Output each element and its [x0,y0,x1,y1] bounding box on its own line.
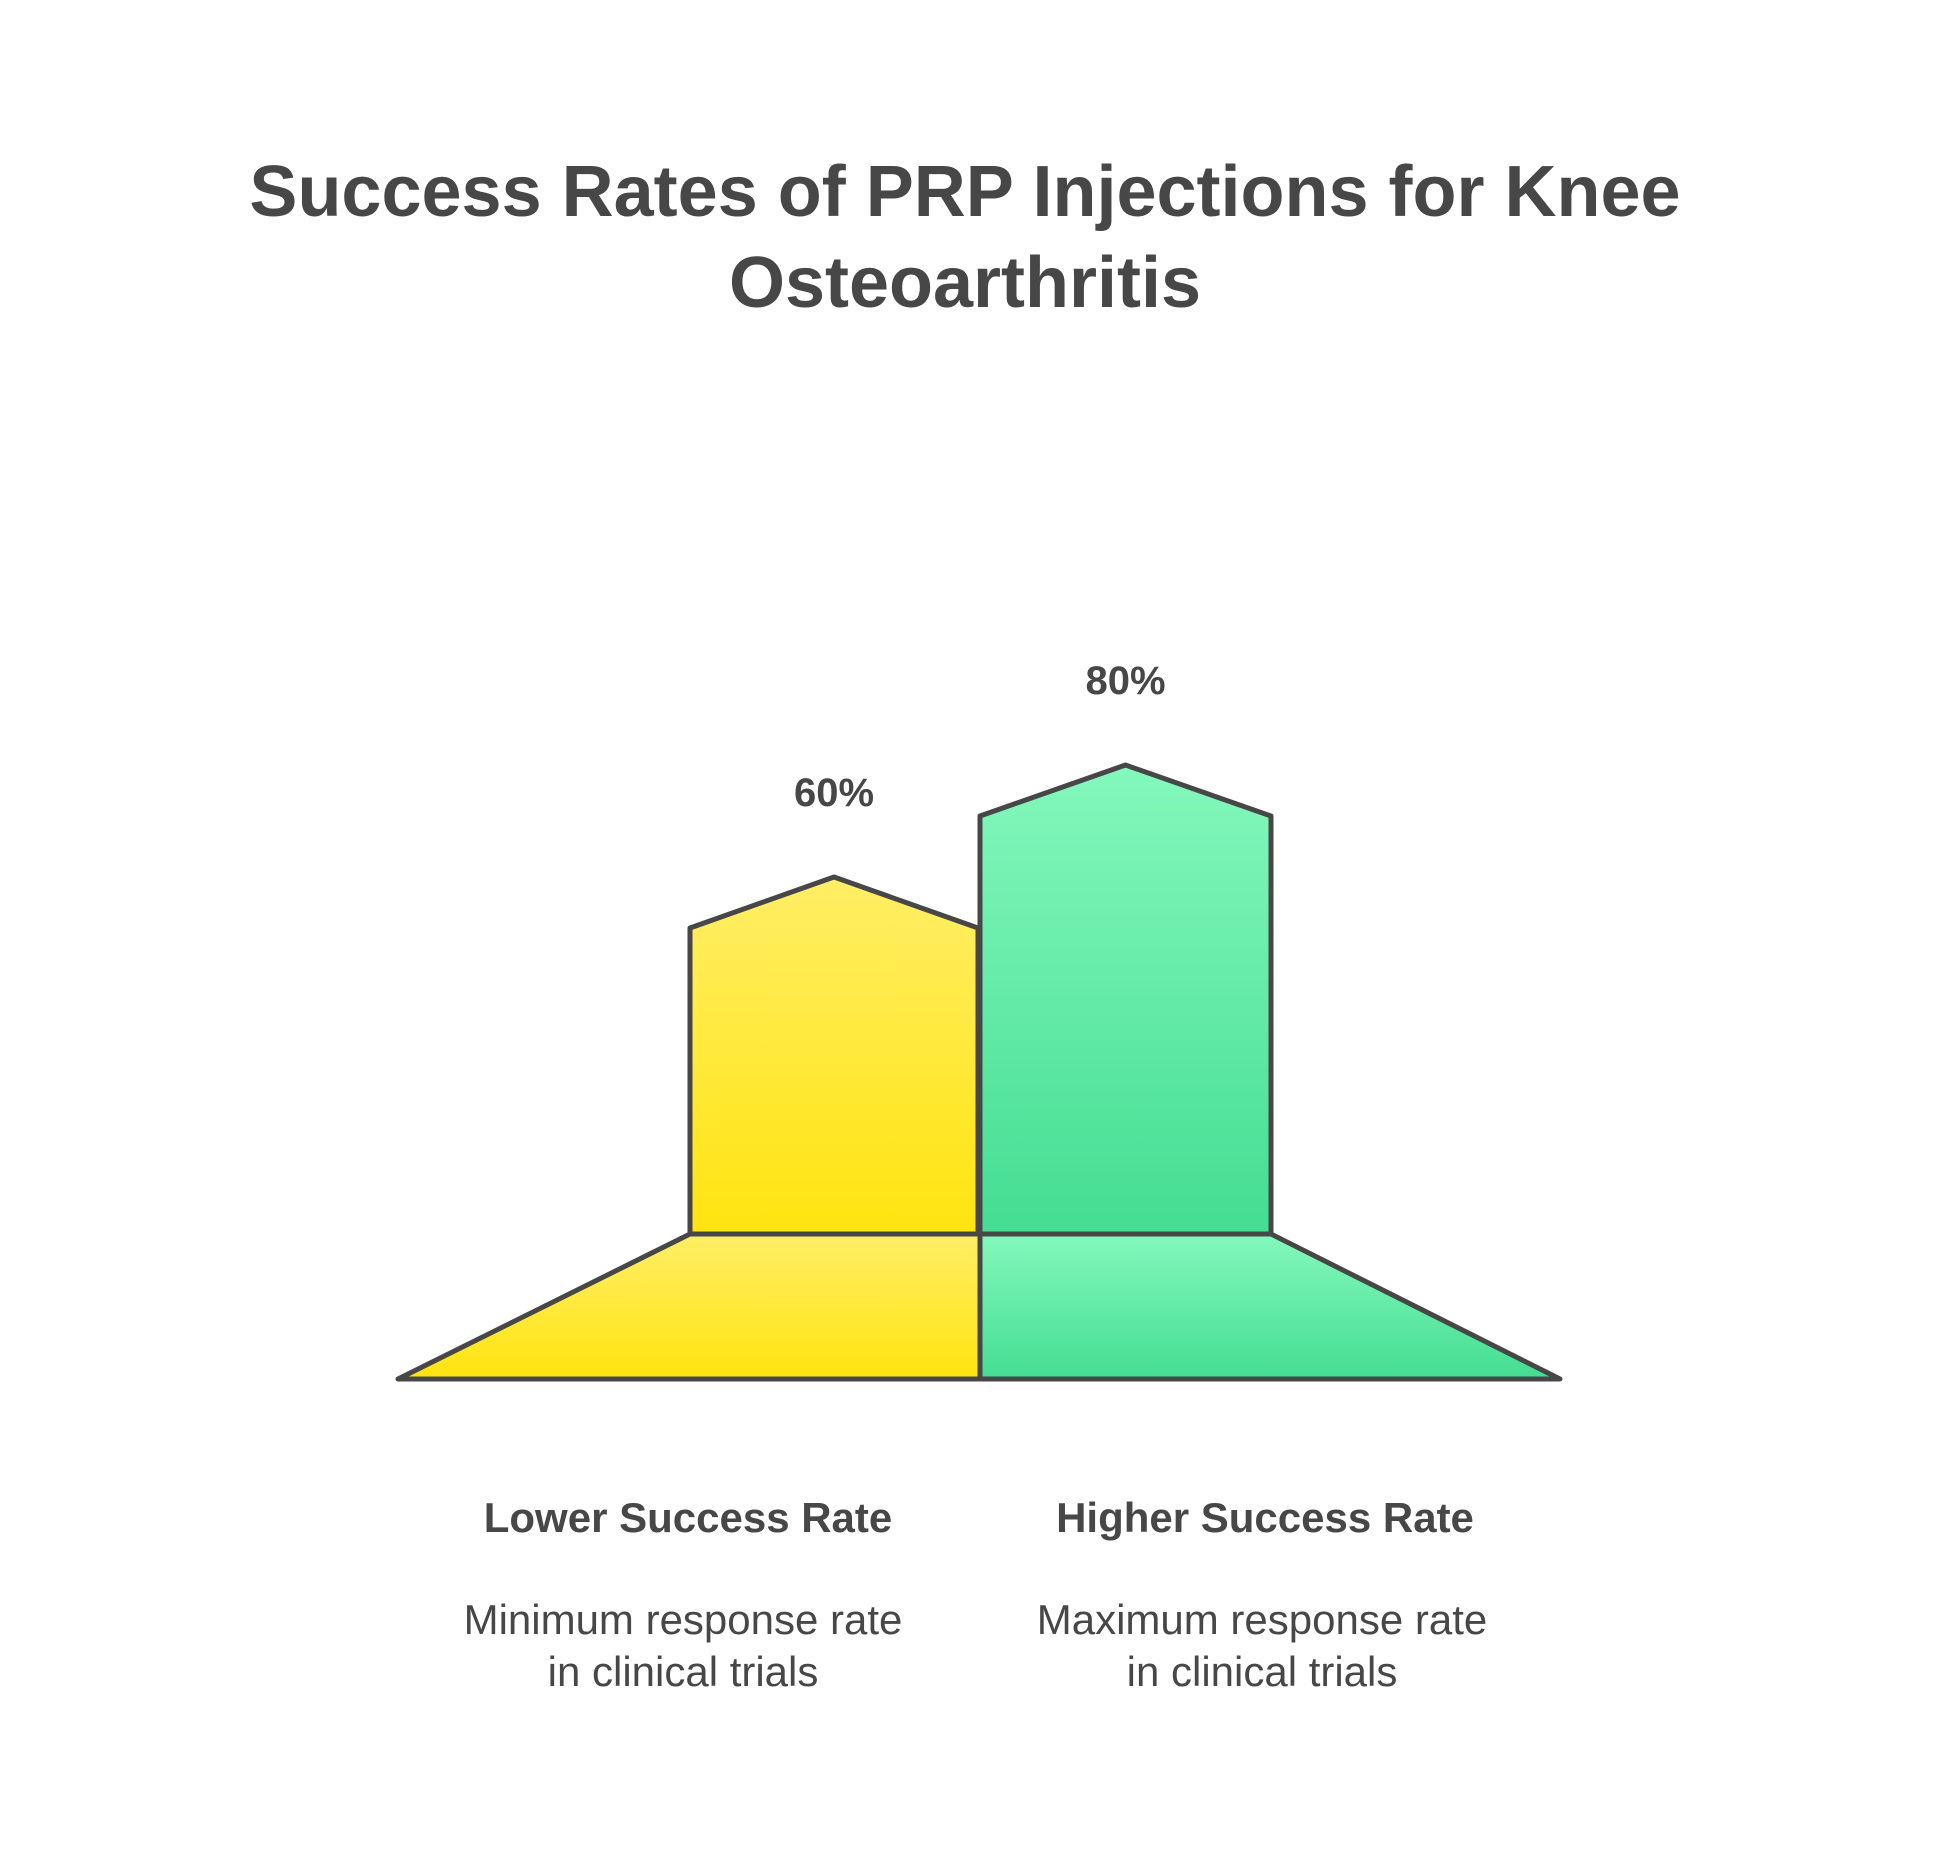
value-label-higher: 80% [1085,659,1165,703]
bar-higher [977,762,1274,1237]
category-description-higher-line-2: in clinical trials [1127,1648,1398,1695]
bars-group [395,762,1563,1382]
category-title-lower: Lower Success Rate [484,1494,893,1541]
category-description-lower-line-2: in clinical trials [548,1648,819,1695]
category-description-higher-line-1: Maximum response rate [1037,1596,1488,1643]
value-label-lower: 60% [794,771,874,815]
base-lower [395,1231,983,1382]
bar-lower [687,874,981,1237]
category-description-lower-line-1: Minimum response rate [464,1596,903,1643]
chart-title-line-2: Osteoarthritis [729,243,1201,323]
base-higher [977,1231,1563,1382]
category-title-higher: Higher Success Rate [1056,1494,1474,1541]
chart-title-line-1: Success Rates of PRP Injections for Knee [249,152,1680,232]
